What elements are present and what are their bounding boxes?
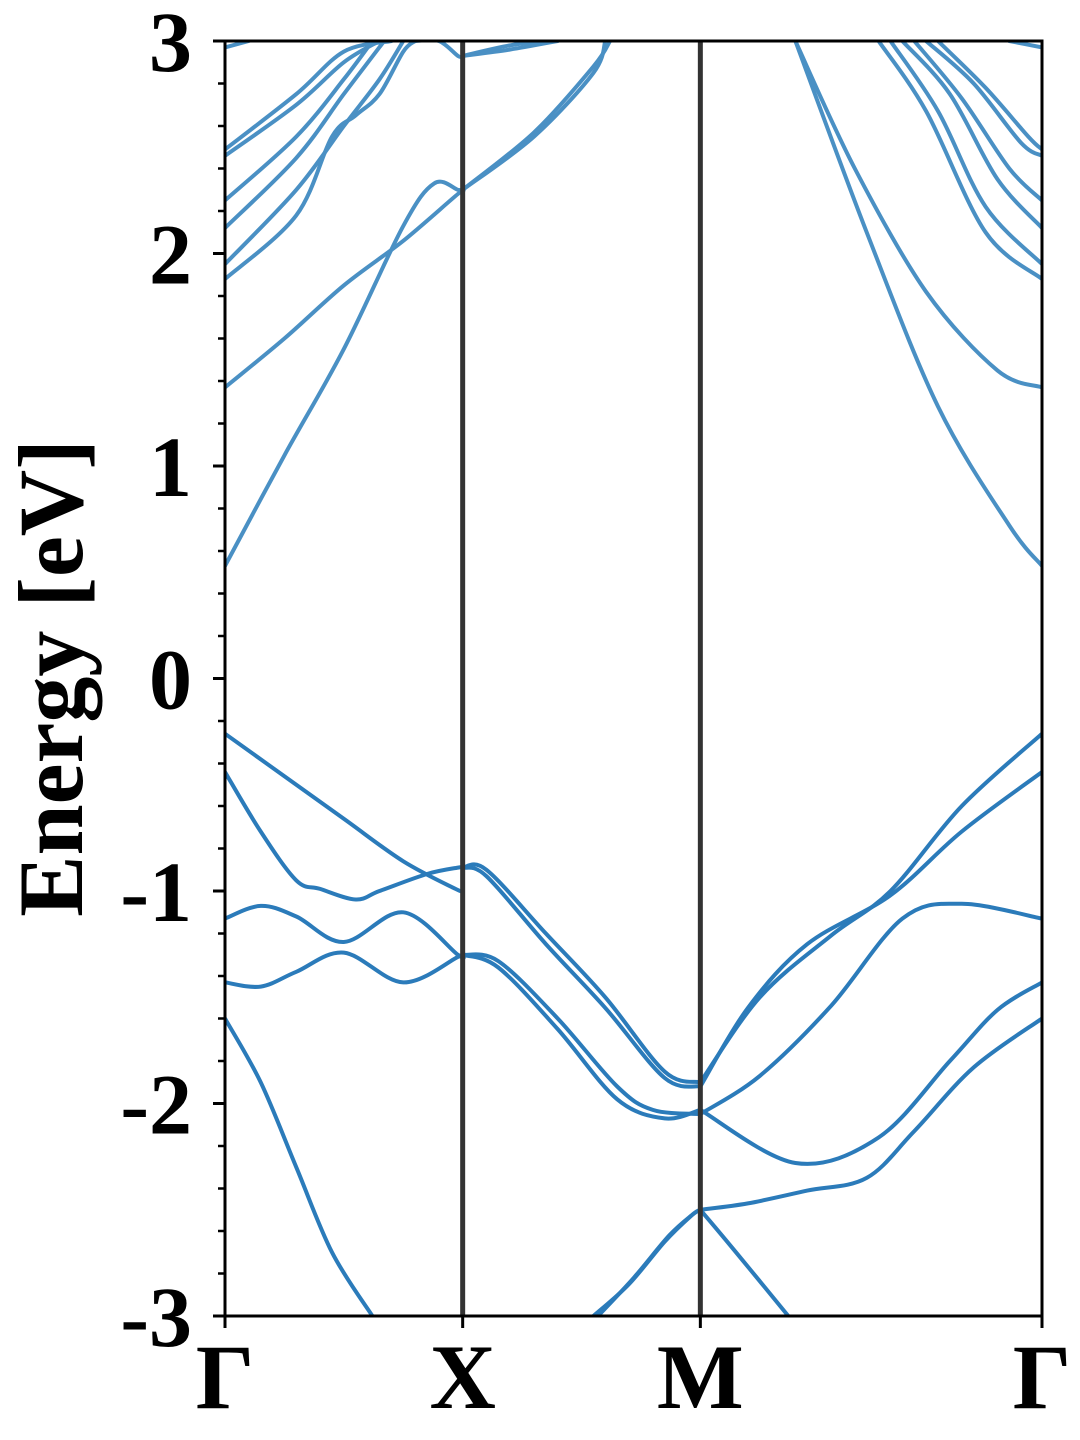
y-axis-label: Energy [eV]	[0, 439, 102, 917]
band-line	[225, 770, 465, 902]
band-line	[460, 41, 612, 192]
x-tick-label: Γ	[1013, 1326, 1072, 1428]
band-line	[225, 179, 465, 568]
band-line	[888, 41, 1042, 267]
band-line	[225, 903, 466, 960]
band-line	[460, 41, 608, 192]
y-tick-label: 1	[149, 419, 192, 515]
band-line	[460, 952, 703, 1117]
y-tick-label: -2	[120, 1057, 192, 1153]
y-tick-label: -1	[120, 844, 192, 940]
y-axis-ticks: 3 2 1 0 -1 -2 -3	[120, 0, 225, 1365]
band-line	[225, 950, 466, 989]
band-line	[460, 41, 548, 58]
band-line	[225, 41, 394, 152]
x-tick-label: Γ	[196, 1326, 255, 1428]
band-line	[698, 770, 1042, 1089]
y-tick-label: 3	[149, 0, 192, 90]
band-line	[225, 41, 406, 267]
x-tick-label: X	[429, 1326, 495, 1428]
band-line	[225, 41, 382, 158]
x-tick-label: M	[657, 1326, 744, 1428]
y-tick-label: -3	[120, 1269, 192, 1365]
band-line	[936, 41, 1042, 152]
band-line	[225, 41, 375, 203]
band-line	[225, 41, 418, 281]
band-line	[793, 41, 1042, 568]
kpoint-dividers	[460, 41, 703, 1316]
band-line	[698, 1207, 791, 1316]
band-line	[225, 1016, 375, 1316]
band-line	[698, 901, 1042, 1117]
band-line	[225, 41, 387, 230]
band-line	[460, 862, 703, 1085]
band-line	[912, 41, 1042, 203]
band-line	[876, 41, 1042, 281]
band-line	[225, 731, 465, 894]
y-tick-label: 2	[149, 207, 192, 303]
band-line	[698, 980, 1042, 1166]
band-line	[924, 41, 1042, 158]
y-tick-label: 0	[149, 632, 192, 728]
band-lines	[225, 41, 1042, 1316]
band-line	[596, 1207, 703, 1316]
band-line	[225, 187, 466, 390]
band-line	[460, 865, 703, 1089]
band-line	[900, 41, 1042, 230]
band-line	[460, 952, 703, 1121]
band-line	[698, 1016, 1042, 1212]
band-line	[793, 41, 1042, 390]
